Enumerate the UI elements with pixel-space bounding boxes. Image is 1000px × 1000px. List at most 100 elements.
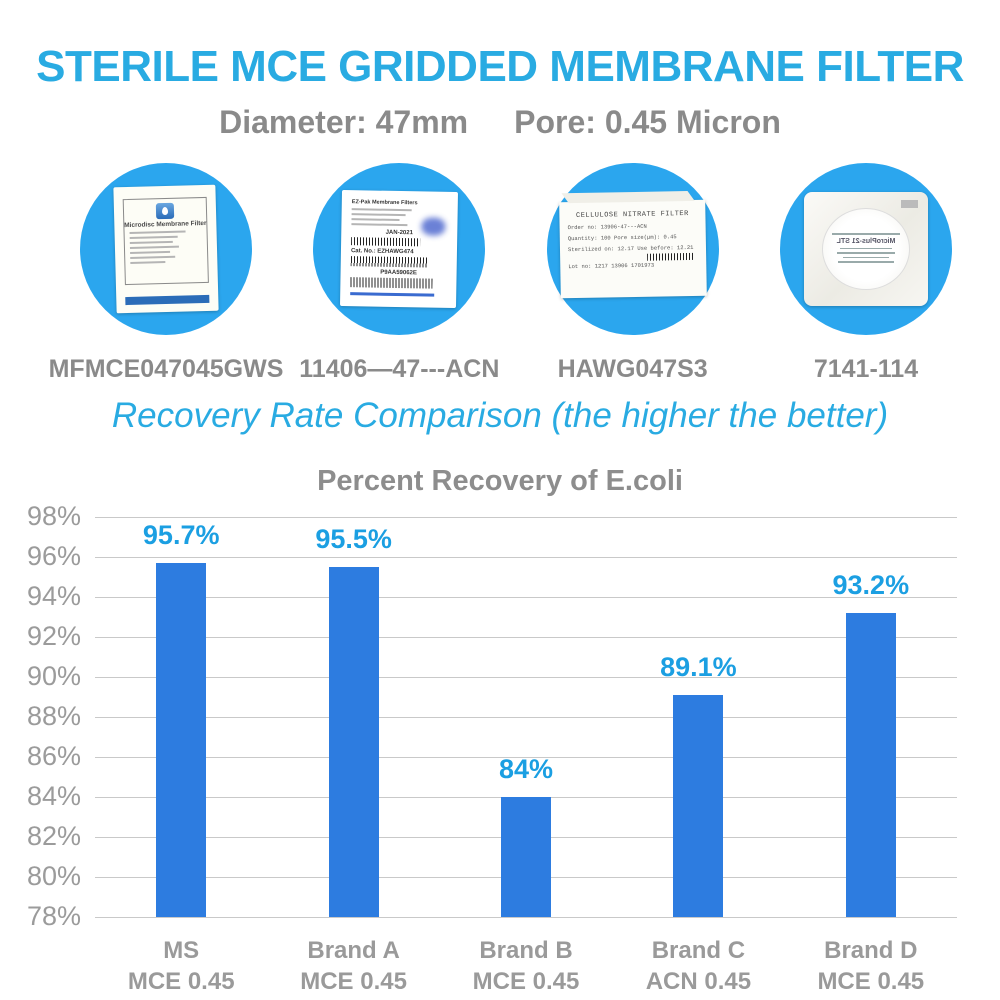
pouch-title: MicroPlus-21 STL: [836, 237, 896, 245]
barcode: [350, 277, 433, 289]
box-serial: P9AA59062E: [380, 269, 418, 277]
category-name: Brand D: [824, 937, 918, 964]
spec-diameter: Diameter: 47mm: [219, 104, 469, 140]
category-subtitle: ACN 0.45: [645, 968, 752, 996]
product-pouch-art: MicroPlus-21 STL: [803, 192, 928, 306]
barcode: [351, 256, 428, 268]
category-name: MS: [163, 937, 200, 964]
product-item-brand-a: EZ-Pak Membrane Filters JAN-2021 Cat. No…: [293, 163, 505, 384]
product-code: MFMCE047045GWS: [48, 355, 284, 383]
bar-value-label: 93.2%: [832, 570, 910, 600]
bar-category-label: Brand A MCE 0.45: [259, 935, 449, 997]
bar-value-label: 84%: [498, 754, 554, 784]
category-subtitle: MCE 0.45: [817, 968, 925, 996]
bar: [673, 695, 724, 917]
chart-plot-area: 98% 96% 94% 92% 90% 88% 86% 84% 82% 80% 78% 95.7% MS…: [27, 501, 957, 995]
filter-disc-outline: [821, 208, 910, 290]
box-row: Order no: 13906-47---ACN: [567, 222, 647, 232]
grid-line: [95, 917, 957, 918]
recovery-bar-chart: Percent Recovery of E.coli 98% 96% 94% 92% 9…: [0, 460, 1000, 1000]
y-axis-tick-label: 78%: [26, 901, 81, 931]
label-line: [842, 256, 890, 258]
box-title: CELLULOSE NITRATE FILTER: [575, 210, 689, 220]
y-axis-tick-label: 90%: [26, 661, 81, 691]
product-code: 11406—47---ACN: [299, 355, 500, 383]
bar-category-label: Brand D MCE 0.45: [776, 935, 966, 997]
blurred-brand-logo: [421, 217, 446, 236]
bar: [156, 563, 207, 917]
chart-title: Percent Recovery of E.coli: [317, 465, 683, 497]
page-title: STERILE MCE GRIDDED MEMBRANE FILTER: [36, 42, 964, 91]
spec-subtitle: Diameter: 47mm Pore: 0.45 Micron: [0, 104, 1000, 141]
comparison-heading: Recovery Rate Comparison (the higher the…: [111, 396, 889, 435]
category-subtitle: MCE 0.45: [300, 968, 407, 996]
y-axis-tick-label: 92%: [26, 621, 81, 651]
bar: [845, 613, 896, 917]
y-axis-tick-label: 96%: [26, 541, 81, 571]
product-item-ms: Microdisc Membrane Filter MFMCE047045GWS: [49, 163, 283, 384]
label-line: [129, 235, 178, 239]
box-cat-no: Cat. No.: EZHAWG474: [351, 248, 415, 256]
product-photo-circle: Microdisc Membrane Filter: [80, 163, 252, 335]
y-axis-tick-label: 82%: [26, 821, 81, 851]
box-row: Sterilized on: 12.17 Use before: 12.21: [567, 243, 694, 254]
label-line: [839, 247, 893, 249]
label-line: [129, 240, 174, 244]
product-photo-circle: MicroPlus-21 STL: [779, 163, 952, 335]
label-line: [832, 233, 900, 235]
category-name: Brand B: [479, 937, 573, 964]
bar-value-label: 95.5%: [315, 524, 392, 554]
bar-category-label: MS MCE 0.45: [86, 935, 276, 997]
grid-line: [95, 637, 957, 638]
category-name: Brand A: [307, 937, 400, 964]
product-box-art: Microdisc Membrane Filter: [113, 184, 219, 314]
bar: [328, 567, 379, 917]
label-footer-bar: [125, 294, 210, 306]
product-item-brand-c-box: CELLULOSE NITRATE FILTER Order no: 13906…: [527, 163, 739, 384]
product-box-art: EZ-Pak Membrane Filters JAN-2021 Cat. No…: [340, 189, 459, 309]
y-axis-tick-label: 98%: [26, 501, 81, 531]
category-subtitle: MCE 0.45: [472, 968, 580, 996]
grid-line: [95, 557, 957, 558]
y-axis-tick-label: 88%: [26, 701, 81, 731]
grid-line: [95, 597, 957, 598]
label-line: [351, 223, 408, 227]
box-row: Lot no: 1217 13906 1701973: [567, 261, 654, 271]
bar-value-label: 89.1%: [660, 652, 737, 682]
bar-category-label: Brand B MCE 0.45: [431, 935, 621, 997]
category-subtitle: MCE 0.45: [127, 968, 235, 996]
page-header: STERILE MCE GRIDDED MEMBRANE FILTER Diam…: [0, 42, 1000, 141]
product-photo-circle: EZ-Pak Membrane Filters JAN-2021 Cat. No…: [313, 163, 486, 335]
label-line: [129, 230, 186, 234]
spec-pore: Pore: 0.45 Micron: [514, 104, 781, 140]
grid-line: [95, 677, 957, 678]
y-axis-tick-label: 94%: [26, 581, 81, 611]
label-line: [838, 261, 894, 263]
product-box-art: CELLULOSE NITRATE FILTER Order no: 13906…: [558, 199, 707, 299]
water-drop-logo-icon: [155, 202, 175, 220]
product-item-brand-d-pouch: MicroPlus-21 STL 7141-114: [760, 163, 972, 384]
pouch-gray-tab: [900, 200, 918, 208]
grid-line: [95, 717, 957, 718]
product-code: 7141-114: [813, 355, 919, 383]
y-axis-tick-label: 86%: [26, 741, 81, 771]
product-label-art: Microdisc Membrane Filter: [122, 196, 209, 286]
label-line: [351, 213, 406, 217]
grid-line: [95, 517, 957, 518]
label-blue-rule: [350, 292, 436, 297]
y-axis-tick-label: 80%: [26, 861, 81, 891]
product-photo-circle: CELLULOSE NITRATE FILTER Order no: 13906…: [546, 163, 719, 335]
barcode: [351, 237, 421, 247]
box-title: EZ-Pak Membrane Filters: [352, 199, 418, 207]
grid-line: [95, 757, 957, 758]
label-line: [130, 261, 165, 264]
label-line: [351, 208, 412, 212]
pouch-mirrored-text: MicroPlus-21 STL: [818, 230, 914, 263]
bar: [501, 797, 551, 917]
barcode: [646, 252, 694, 261]
label-line: [130, 250, 170, 254]
label-line: [129, 245, 179, 249]
label-line: [351, 218, 400, 222]
label-line: [130, 255, 175, 259]
